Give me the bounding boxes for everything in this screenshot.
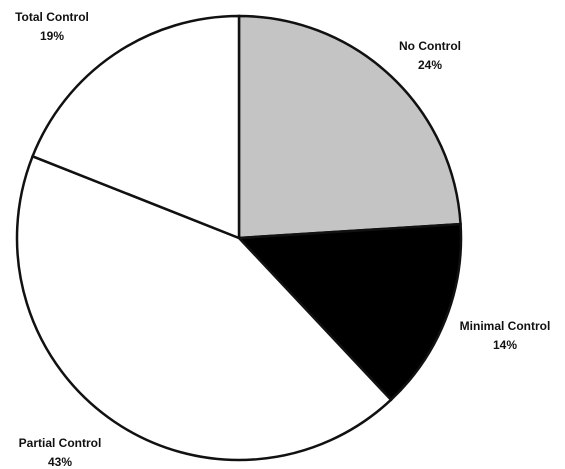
pie-slice bbox=[237, 14, 462, 240]
slice-value-label: 19% bbox=[40, 29, 64, 43]
slice-label: Partial Control bbox=[19, 436, 102, 450]
pie-slice bbox=[30, 14, 241, 240]
slice-label: Total Control bbox=[15, 10, 89, 24]
slice-value-label: 24% bbox=[418, 58, 442, 72]
slice-value-label: 43% bbox=[48, 455, 72, 469]
slice-value-label: 14% bbox=[493, 338, 517, 352]
slice-label: Minimal Control bbox=[460, 319, 551, 333]
pie-slice bbox=[15, 154, 393, 462]
slice-label: No Control bbox=[399, 39, 461, 53]
pie-slice bbox=[236, 222, 463, 402]
